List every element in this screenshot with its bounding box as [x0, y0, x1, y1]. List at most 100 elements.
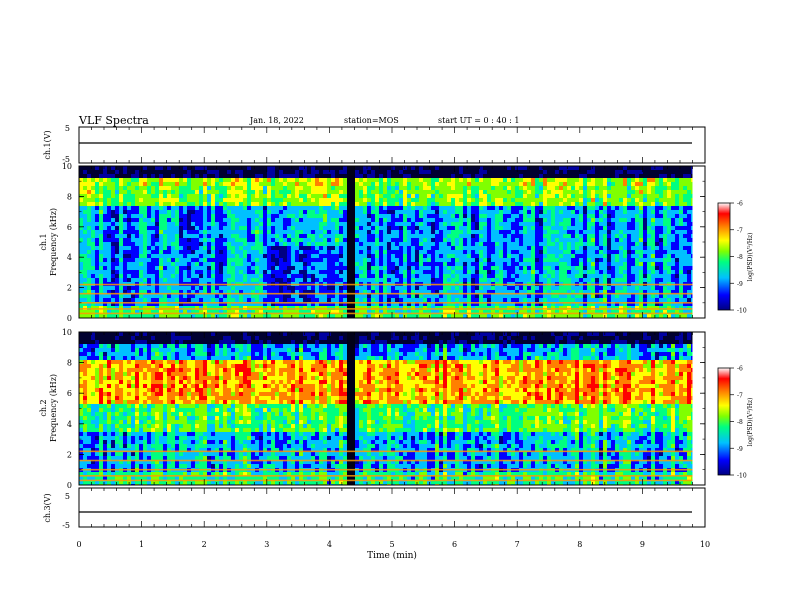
spectrogram-cell [111, 294, 115, 298]
spectrogram-cell [431, 230, 435, 234]
spectrogram-cell [435, 190, 439, 194]
spectrogram-cell [587, 222, 591, 226]
spectrogram-cell [195, 310, 199, 314]
spectrogram-cell [263, 218, 267, 222]
spectrogram-cell [151, 230, 155, 234]
spectrogram-cell [419, 210, 423, 214]
spectrogram-cell [247, 230, 251, 234]
spectrogram-cell [223, 250, 227, 254]
spectrogram-cell [543, 230, 547, 234]
spectrogram-cell [451, 294, 455, 298]
spectrogram-cell [155, 218, 159, 222]
spectrogram-cell [239, 246, 243, 250]
spectrogram-cell [347, 314, 351, 318]
spectrogram-cell [567, 246, 571, 250]
spectrogram-cell [499, 258, 503, 262]
spectrogram-cell [475, 186, 479, 190]
spectrogram-cell [279, 222, 283, 226]
spectrogram-cell [431, 186, 435, 190]
spectrogram-cell [151, 210, 155, 214]
spectrogram-cell [475, 290, 479, 294]
spectrogram-cell [427, 266, 431, 270]
spectrogram-cell [143, 274, 147, 278]
spectrogram-cell [547, 186, 551, 190]
spectrogram-cell [239, 302, 243, 306]
spectrogram-cell [215, 258, 219, 262]
spectrogram-cell [199, 226, 203, 230]
spectrogram-cell [215, 234, 219, 238]
spectrogram-cell [483, 178, 487, 182]
spectrogram-cell [307, 274, 311, 278]
spectrogram-cell [347, 202, 351, 206]
spectrogram-cell [235, 298, 239, 302]
spectrogram-cell [471, 274, 475, 278]
spectrogram-cell [223, 174, 227, 178]
spectrogram-cell [415, 186, 419, 190]
spectrogram-cell [295, 230, 299, 234]
spectrogram-cell [531, 198, 535, 202]
spectrogram-cell [435, 230, 439, 234]
spectrogram-cell [403, 166, 407, 170]
spectrogram-cell [171, 306, 175, 310]
spectrogram-cell [327, 254, 331, 258]
spectrogram-cell [463, 214, 467, 218]
spectrogram-cell [479, 270, 483, 274]
spectrogram-cell [151, 246, 155, 250]
spectrogram-cell [303, 198, 307, 202]
spectrogram-cell [327, 218, 331, 222]
spectrogram-cell [91, 286, 95, 290]
spectrogram-cell [383, 222, 387, 226]
spectrogram-cell [167, 286, 171, 290]
spectrogram-cell [291, 194, 295, 198]
spectrogram-cell [511, 306, 515, 310]
spectrogram-cell [263, 234, 267, 238]
spectrogram-cell [143, 298, 147, 302]
spectrogram-cell [435, 254, 439, 258]
spectrogram-cell [523, 242, 527, 246]
spectrogram-cell [319, 306, 323, 310]
spectrogram-cell [83, 242, 87, 246]
spectrogram-cell [295, 178, 299, 182]
ch1-waveform-panel: 5 -5 ch.1(V) [43, 124, 706, 164]
spectrogram-cell [463, 274, 467, 278]
spectrogram-cell [155, 202, 159, 206]
spectrogram-cell [559, 174, 563, 178]
spectrogram-cell [555, 226, 559, 230]
spectrogram-cell [87, 182, 91, 186]
spectrogram-cell [343, 294, 347, 298]
spectrogram-cell [211, 238, 215, 242]
spectrogram-cell [519, 242, 523, 246]
spectrogram-cell [275, 310, 279, 314]
spectrogram-cell [195, 278, 199, 282]
spectrogram-cell [407, 210, 411, 214]
spectrogram-cell [219, 166, 223, 170]
spectrogram-cell [227, 258, 231, 262]
spectrogram-cell [423, 174, 427, 178]
spectrogram-cell [95, 222, 99, 226]
spectrogram-cell [259, 302, 263, 306]
spectrogram-cell [139, 222, 143, 226]
spectrogram-cell [279, 174, 283, 178]
spectrogram-cell [279, 166, 283, 170]
spectrogram-cell [519, 254, 523, 258]
spectrogram-cell [111, 298, 115, 302]
spectrogram-cell [351, 258, 355, 262]
spectrogram-cell [295, 226, 299, 230]
spectrogram-cell [535, 266, 539, 270]
spectrogram-cell [235, 226, 239, 230]
spectrogram-cell [583, 254, 587, 258]
spectrogram-cell [467, 170, 471, 174]
spectrogram-cell [355, 206, 359, 210]
spectrogram-cell [411, 170, 415, 174]
spectrogram-cell [295, 242, 299, 246]
spectrogram-cell [255, 210, 259, 214]
spectrogram-cell [115, 174, 119, 178]
spectrogram-cell [279, 242, 283, 246]
spectrogram-cell [159, 314, 163, 318]
spectrogram-cell [463, 306, 467, 310]
spectrogram-cell [455, 174, 459, 178]
spectrogram-cell [447, 198, 451, 202]
spectrogram-cell [491, 178, 495, 182]
spectrogram-cell [447, 178, 451, 182]
spectrogram-cell [391, 238, 395, 242]
